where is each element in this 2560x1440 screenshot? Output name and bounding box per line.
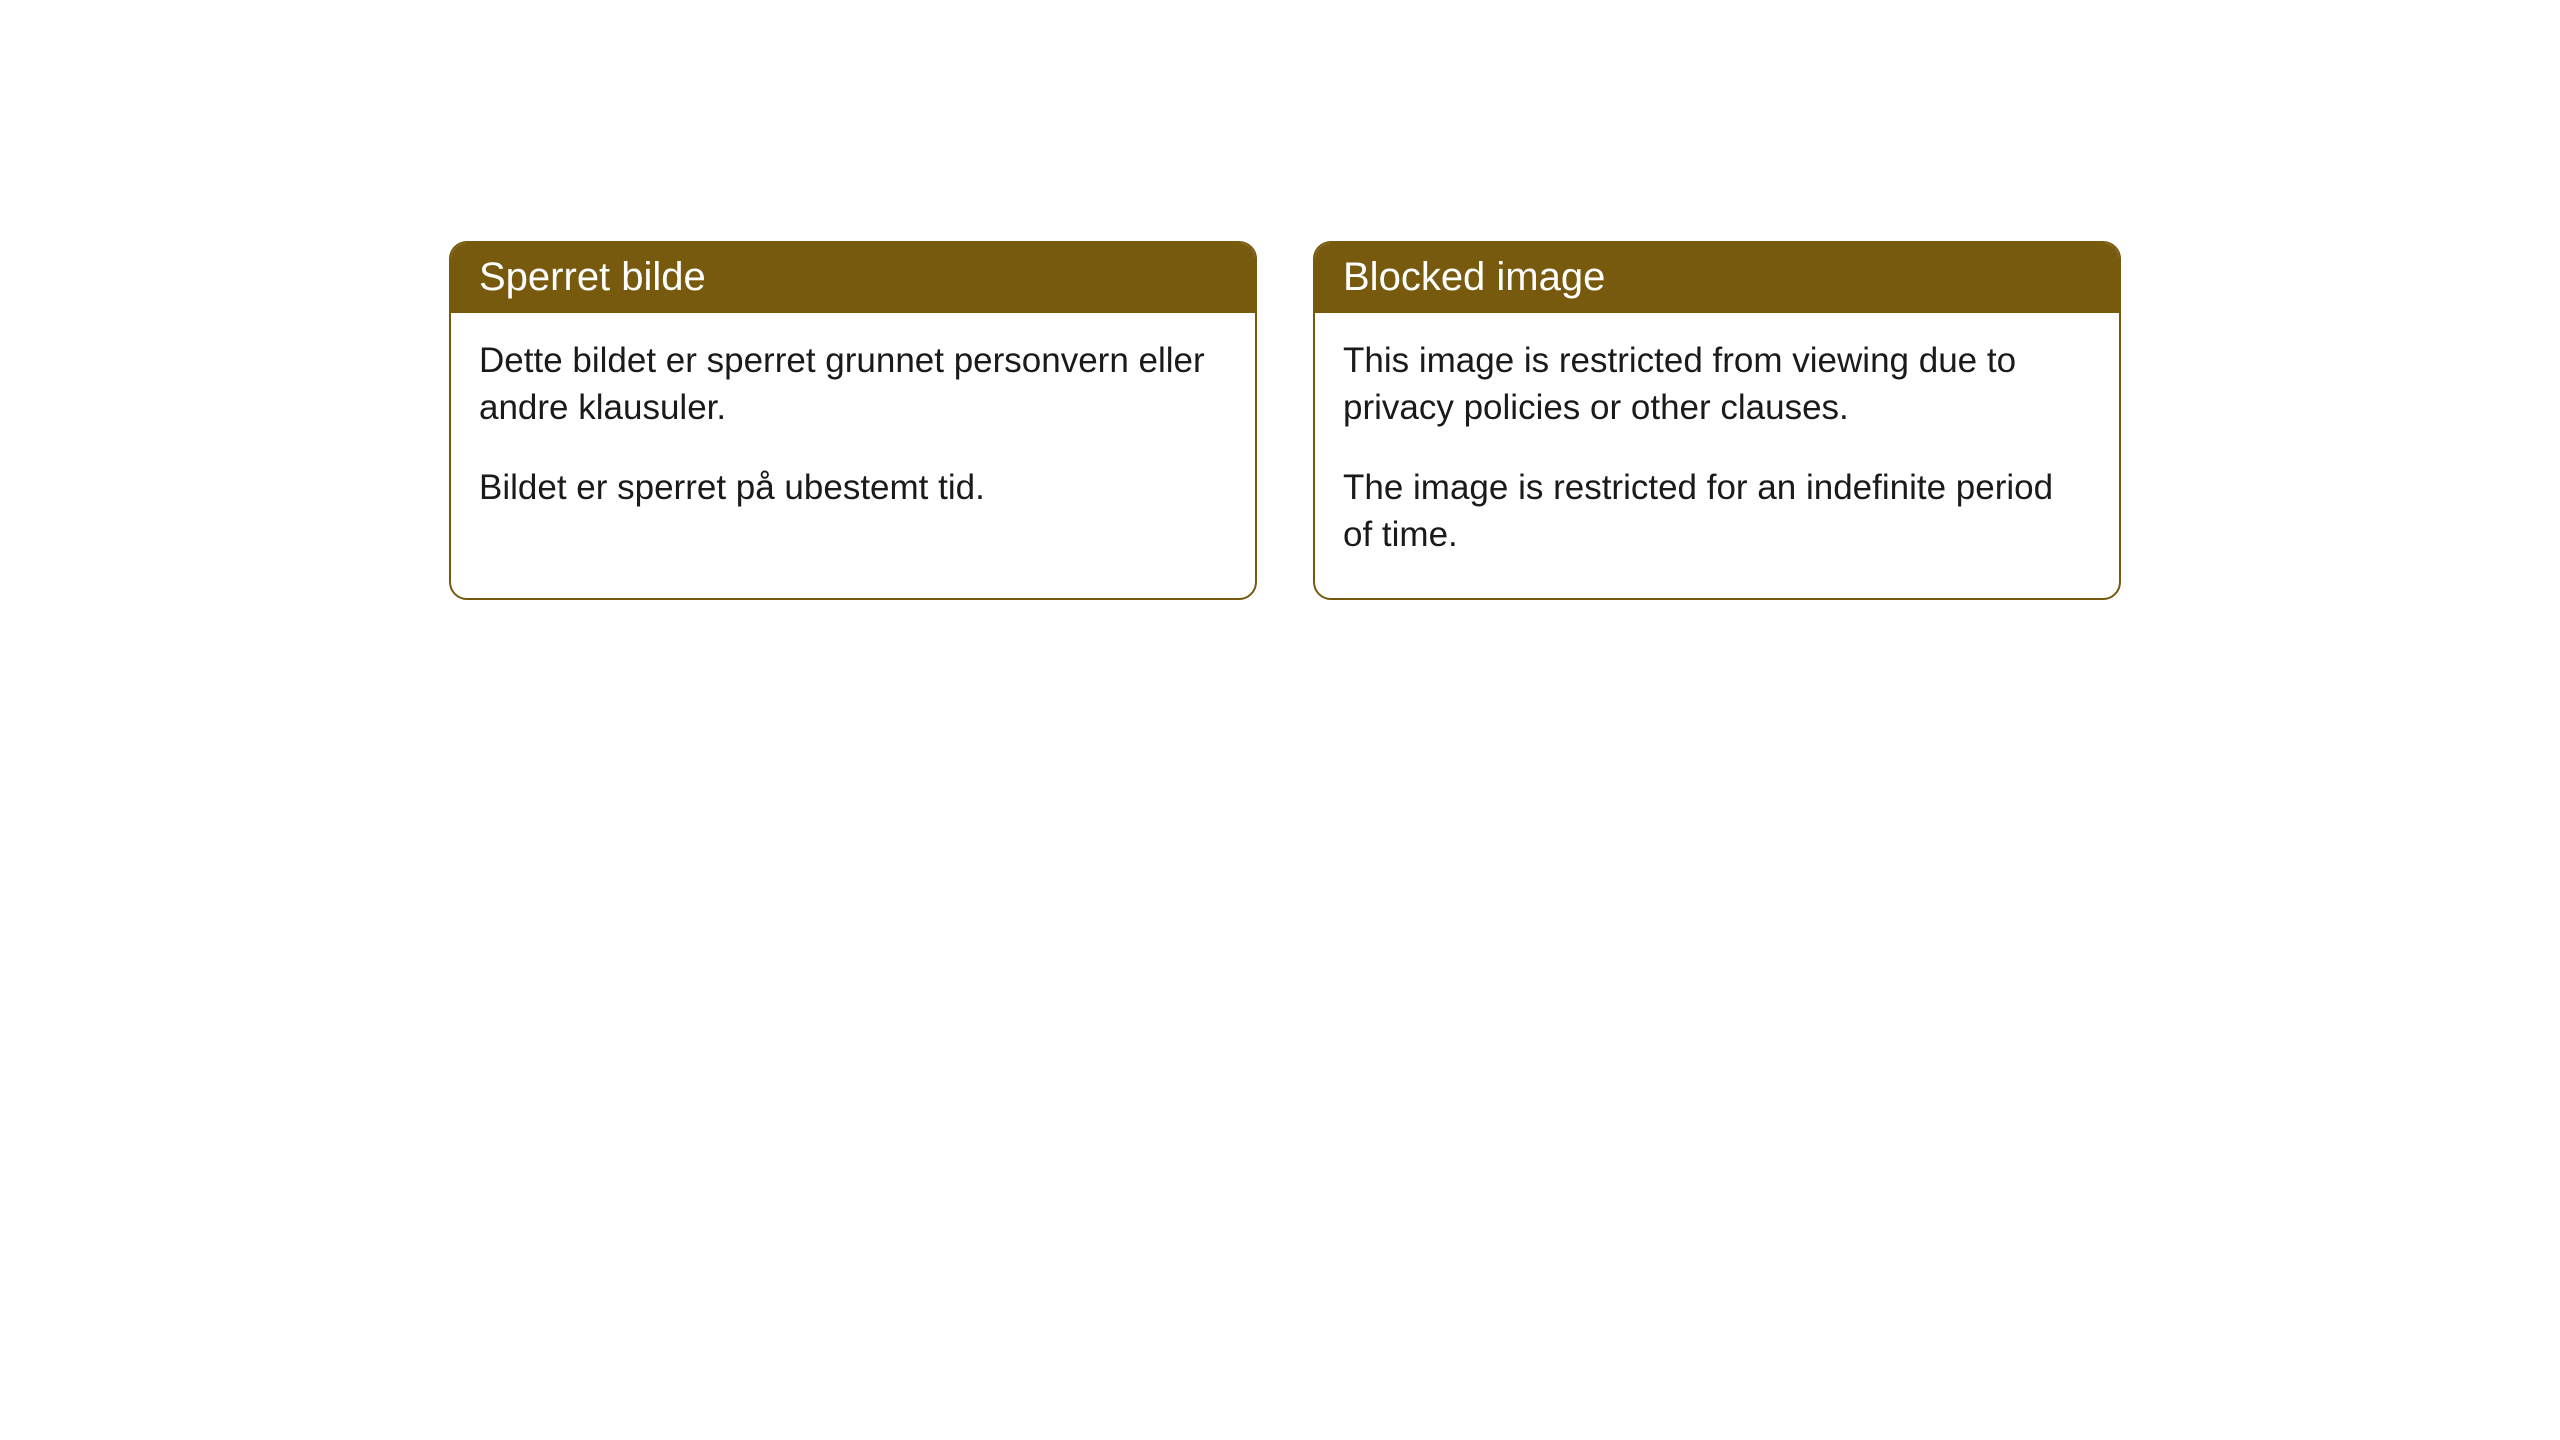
blocked-image-card-english: Blocked image This image is restricted f… — [1313, 241, 2121, 600]
card-paragraph: Dette bildet er sperret grunnet personve… — [479, 337, 1227, 432]
card-body: Dette bildet er sperret grunnet personve… — [451, 313, 1255, 551]
card-body: This image is restricted from viewing du… — [1315, 313, 2119, 598]
card-paragraph: This image is restricted from viewing du… — [1343, 337, 2091, 432]
blocked-image-card-norwegian: Sperret bilde Dette bildet er sperret gr… — [449, 241, 1257, 600]
card-header: Sperret bilde — [451, 243, 1255, 313]
card-paragraph: Bildet er sperret på ubestemt tid. — [479, 464, 1227, 511]
card-header: Blocked image — [1315, 243, 2119, 313]
card-paragraph: The image is restricted for an indefinit… — [1343, 464, 2091, 559]
notice-cards-container: Sperret bilde Dette bildet er sperret gr… — [449, 241, 2121, 600]
